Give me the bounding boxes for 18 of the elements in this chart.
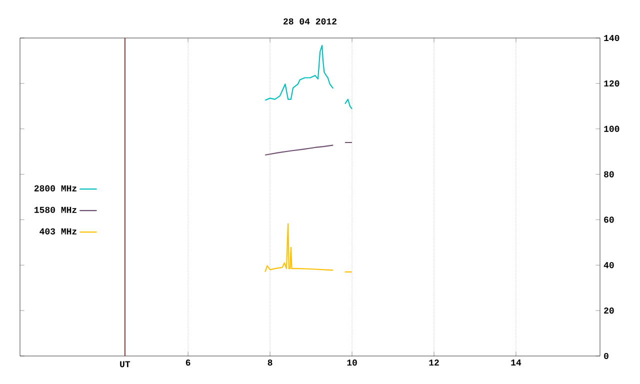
y-tick-label: 60 [604, 216, 614, 223]
x-tick-label: 8 [268, 360, 272, 366]
y-tick-label: 100 [604, 126, 620, 132]
chart-title: 28 04 2012 [284, 18, 336, 24]
x-tick-label: 14 [511, 360, 522, 366]
x-tick-label: 10 [347, 360, 357, 366]
y-tick-label: 120 [604, 80, 620, 86]
ref-line-label: UT [120, 361, 130, 368]
y-tick-label: 40 [604, 262, 614, 268]
legend-label: 403 MHz [40, 228, 76, 234]
x-tick-label: 6 [186, 360, 190, 366]
y-tick-label: 20 [604, 308, 614, 314]
y-tick-label: 0 [604, 352, 608, 360]
legend-label: 1580 MHz [34, 206, 76, 213]
x-tick-label: 12 [429, 360, 439, 366]
y-tick-label: 140 [604, 34, 620, 42]
y-tick-label: 80 [604, 171, 614, 178]
legend-label: 2800 MHz [34, 185, 76, 192]
